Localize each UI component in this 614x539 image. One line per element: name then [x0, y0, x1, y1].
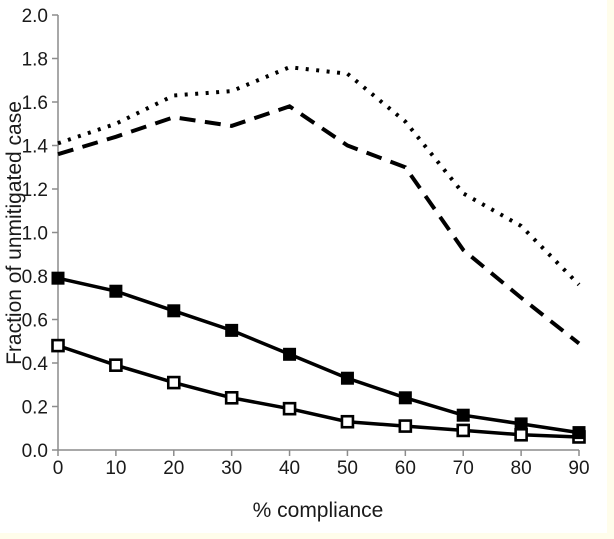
series-filled-squares-marker: [340, 371, 354, 385]
y-tick-label: 0.6: [22, 311, 48, 332]
series-dotted-line-line: [57, 65, 581, 287]
y-tick-label: 0.8: [22, 267, 48, 288]
series-filled-squares-marker: [398, 391, 412, 405]
x-tick-label: 60: [395, 458, 416, 479]
series-filled-squares-marker: [514, 417, 528, 431]
y-tick-label: 1.4: [22, 137, 49, 158]
series-filled-squares-marker: [167, 304, 181, 318]
x-tick-label: 90: [568, 458, 589, 479]
series-filled-squares-line: [57, 276, 580, 435]
series-dashed-line-line: [57, 104, 581, 345]
page-edge-bottom: [0, 533, 614, 539]
series-open-squares-marker: [109, 358, 123, 372]
y-tick-label: 1.6: [22, 93, 48, 114]
x-tick-label: 80: [511, 458, 532, 479]
series-filled-squares-marker: [51, 271, 65, 285]
series-open-squares-marker: [514, 427, 528, 442]
series-open-squares-marker: [340, 414, 355, 429]
y-tick-label: 1.0: [22, 224, 48, 245]
x-tick-label: 10: [105, 458, 126, 479]
series-open-squares-line: [57, 343, 580, 439]
y-tick-label: 0.2: [22, 398, 48, 419]
series-open-squares-marker: [166, 375, 181, 390]
series-open-squares-marker: [224, 390, 239, 405]
y-tick-label: 2.0: [22, 6, 48, 27]
series-filled-squares-marker: [456, 408, 470, 422]
x-tick-label: 0: [53, 458, 64, 479]
x-tick-label: 40: [279, 458, 300, 479]
y-axis-title: Fraction of unmitigated case: [3, 101, 26, 365]
x-tick-label: 70: [453, 458, 474, 479]
series-filled-squares-marker: [283, 347, 297, 361]
series-filled-squares-marker: [225, 323, 239, 337]
series-open-squares-marker: [456, 423, 471, 438]
y-tick-label: 1.8: [22, 50, 48, 71]
page-edge-right: [607, 0, 614, 539]
series-filled-squares-marker: [572, 426, 586, 440]
series-open-squares-marker: [282, 401, 297, 416]
y-tick-label: 0.4: [22, 354, 49, 375]
x-axis-title: % compliance: [252, 499, 384, 522]
y-tick-label: 0.0: [22, 441, 48, 462]
y-tick-label: 1.2: [22, 180, 48, 201]
series-open-squares-marker: [398, 419, 413, 433]
x-tick-label: 50: [337, 458, 358, 479]
series-open-squares-marker: [51, 338, 65, 353]
x-tick-label: 30: [221, 458, 242, 479]
x-tick-label: 20: [163, 458, 184, 479]
series-filled-squares-marker: [109, 284, 123, 298]
